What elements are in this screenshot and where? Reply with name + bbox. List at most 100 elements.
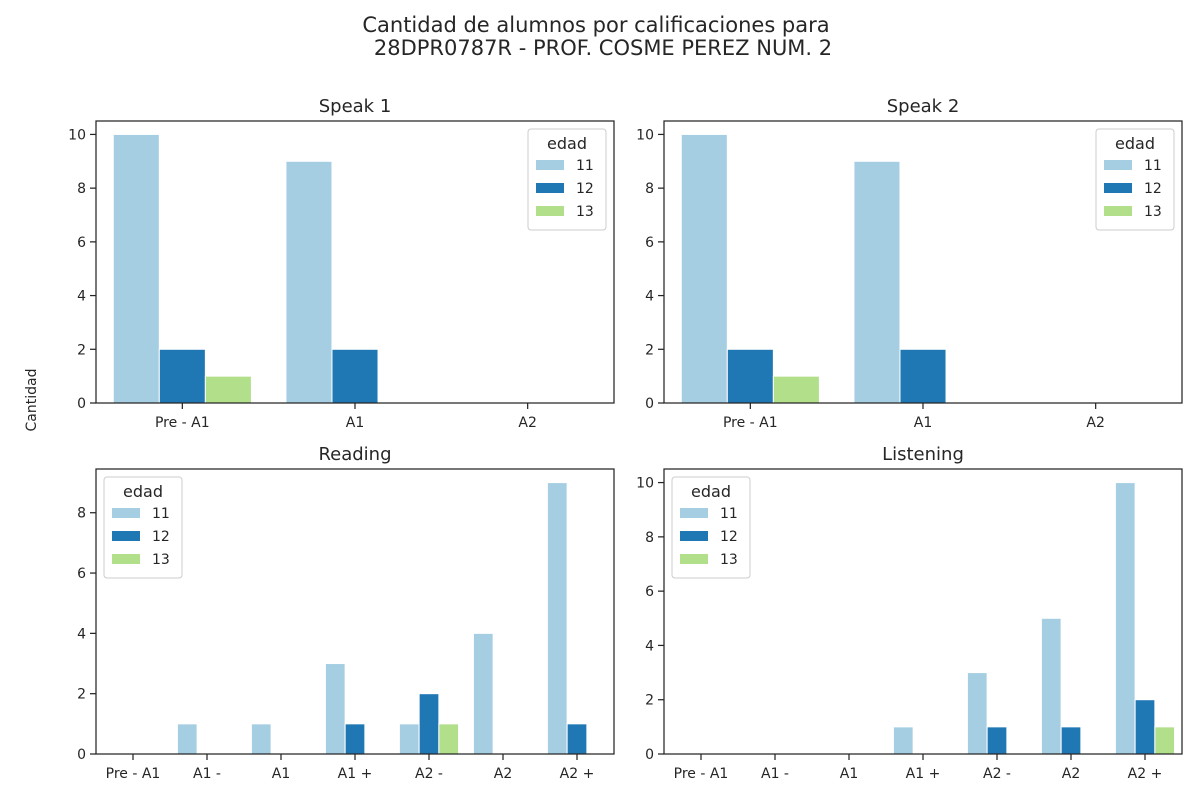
legend-swatch-12 [112, 531, 140, 541]
subplot-2: Reading 0 2 4 6 8 Pre - A1 A1 - A1 A1 + A2 - A2 A2 +… [77, 444, 615, 782]
bar-12-A1 [899, 348, 947, 404]
subplot-title: Reading [318, 444, 391, 465]
legend-swatch-13 [1104, 206, 1132, 216]
legend-label-12: 12 [720, 529, 738, 545]
subplots: Speak 1 0 2 4 6 8 10 Pre - A1 A1 A2 edad 11 12 13 Spea… [68, 96, 1183, 782]
bar-13-A2- [438, 723, 460, 755]
bar-11-Pre-A1 [680, 133, 728, 404]
legend-label-11: 11 [720, 506, 738, 522]
legend-swatch-11 [112, 508, 140, 518]
bar-11-A1 [853, 160, 901, 404]
bar-12-A1+ [344, 723, 366, 755]
bar-13-Pre-A1 [204, 375, 252, 404]
subplot-0: Speak 1 0 2 4 6 8 10 Pre - A1 A1 A2 edad 11 12 13 [68, 96, 615, 431]
x-tick-label: A2 [1086, 415, 1104, 431]
y-tick-label: 0 [77, 396, 86, 412]
y-tick-label: 8 [77, 506, 86, 522]
y-tick-label: 10 [68, 127, 86, 143]
bar-12-A2- [986, 726, 1008, 755]
bar-11-A2 [1040, 617, 1062, 755]
legend: edad 11 12 13 [1095, 128, 1175, 231]
legend-swatch-13 [536, 206, 564, 216]
bar-12-Pre-A1 [726, 348, 774, 404]
y-tick-label: 8 [77, 181, 86, 197]
legend: edad 11 12 13 [671, 476, 751, 579]
x-tick-label: A2 - [983, 766, 1011, 782]
legend-label-11: 11 [576, 158, 594, 174]
bar-11-A1 [250, 723, 272, 755]
legend-swatch-12 [680, 531, 708, 541]
bar-11-A1+ [324, 663, 346, 755]
legend-swatch-11 [1104, 160, 1132, 170]
legend-label-13: 13 [720, 552, 738, 568]
y-tick-label: 6 [645, 584, 654, 600]
y-tick-label: 4 [645, 638, 654, 654]
bar-11-A2+ [1114, 482, 1136, 755]
legend-swatch-12 [536, 183, 564, 193]
bar-11-A2 [472, 632, 494, 755]
y-tick-label: 8 [645, 530, 654, 546]
y-tick-label: 6 [645, 235, 654, 251]
y-tick-label: 2 [645, 342, 654, 358]
legend-swatch-13 [680, 554, 708, 564]
x-tick-label: A1 [840, 766, 858, 782]
legend-swatch-13 [112, 554, 140, 564]
y-tick-label: 4 [645, 289, 654, 305]
y-tick-label: 2 [77, 342, 86, 358]
legend-swatch-12 [1104, 183, 1132, 193]
figure-title-line-1: Cantidad de alumnos por calificaciones p… [362, 13, 829, 37]
bar-12-A2+ [566, 723, 588, 755]
legend-title: edad [123, 482, 163, 501]
bar-12-A2+ [1134, 699, 1156, 755]
legend-title: edad [691, 482, 731, 501]
subplot-title: Speak 1 [319, 96, 392, 117]
y-tick-label: 4 [77, 626, 86, 642]
y-tick-label: 10 [636, 127, 654, 143]
x-tick-label: Pre - A1 [155, 415, 210, 431]
bar-13-Pre-A1 [772, 375, 820, 404]
bar-11-A2- [966, 672, 988, 755]
y-tick-label: 0 [645, 396, 654, 412]
legend-title: edad [1115, 134, 1155, 153]
x-tick-label: A2 [1062, 766, 1080, 782]
x-tick-label: A1 [346, 415, 364, 431]
subplot-title: Listening [882, 444, 964, 465]
legend-title: edad [547, 134, 587, 153]
legend-box [671, 476, 751, 579]
legend: edad 11 12 13 [103, 476, 183, 579]
legend: edad 11 12 13 [527, 128, 607, 231]
bar-11-A2- [398, 723, 420, 755]
legend-label-12: 12 [152, 529, 170, 545]
x-tick-label: A1 + [906, 766, 941, 782]
bar-11-A1+ [892, 726, 914, 755]
x-tick-label: A2 + [560, 766, 595, 782]
x-tick-label: A2 [494, 766, 512, 782]
x-tick-label: A1 [272, 766, 290, 782]
y-tick-label: 4 [77, 289, 86, 305]
subplot-3: Listening 0 2 4 6 8 10 Pre - A1 A1 - A1 A1 + A2 - A2… [636, 444, 1183, 782]
figure-title-line-2: 28DPR0787R - PROF. COSME PEREZ NUM. 2 [374, 36, 832, 60]
legend-label-12: 12 [1144, 181, 1162, 197]
x-tick-label: Pre - A1 [674, 766, 729, 782]
x-tick-label: Pre - A1 [106, 766, 161, 782]
legend-label-13: 13 [576, 204, 594, 220]
y-tick-label: 8 [645, 181, 654, 197]
y-tick-label: 6 [77, 235, 86, 251]
y-tick-label: 2 [77, 687, 86, 703]
bar-11-Pre-A1 [112, 133, 160, 404]
subplot-title: Speak 2 [887, 96, 960, 117]
bar-13-A2+ [1154, 726, 1176, 755]
x-tick-label: A1 + [338, 766, 373, 782]
bar-11-A2+ [546, 482, 568, 755]
legend-box [527, 128, 607, 231]
x-tick-label: A1 [914, 415, 932, 431]
bar-12-A1 [331, 348, 379, 404]
legend-box [1095, 128, 1175, 231]
y-tick-label: 0 [77, 747, 86, 763]
legend-label-11: 11 [1144, 158, 1162, 174]
legend-label-13: 13 [152, 552, 170, 568]
legend-label-12: 12 [576, 181, 594, 197]
subplot-1: Speak 2 0 2 4 6 8 10 Pre - A1 A1 A2 edad 11 12 13 [636, 96, 1183, 431]
x-tick-label: A1 - [193, 766, 221, 782]
